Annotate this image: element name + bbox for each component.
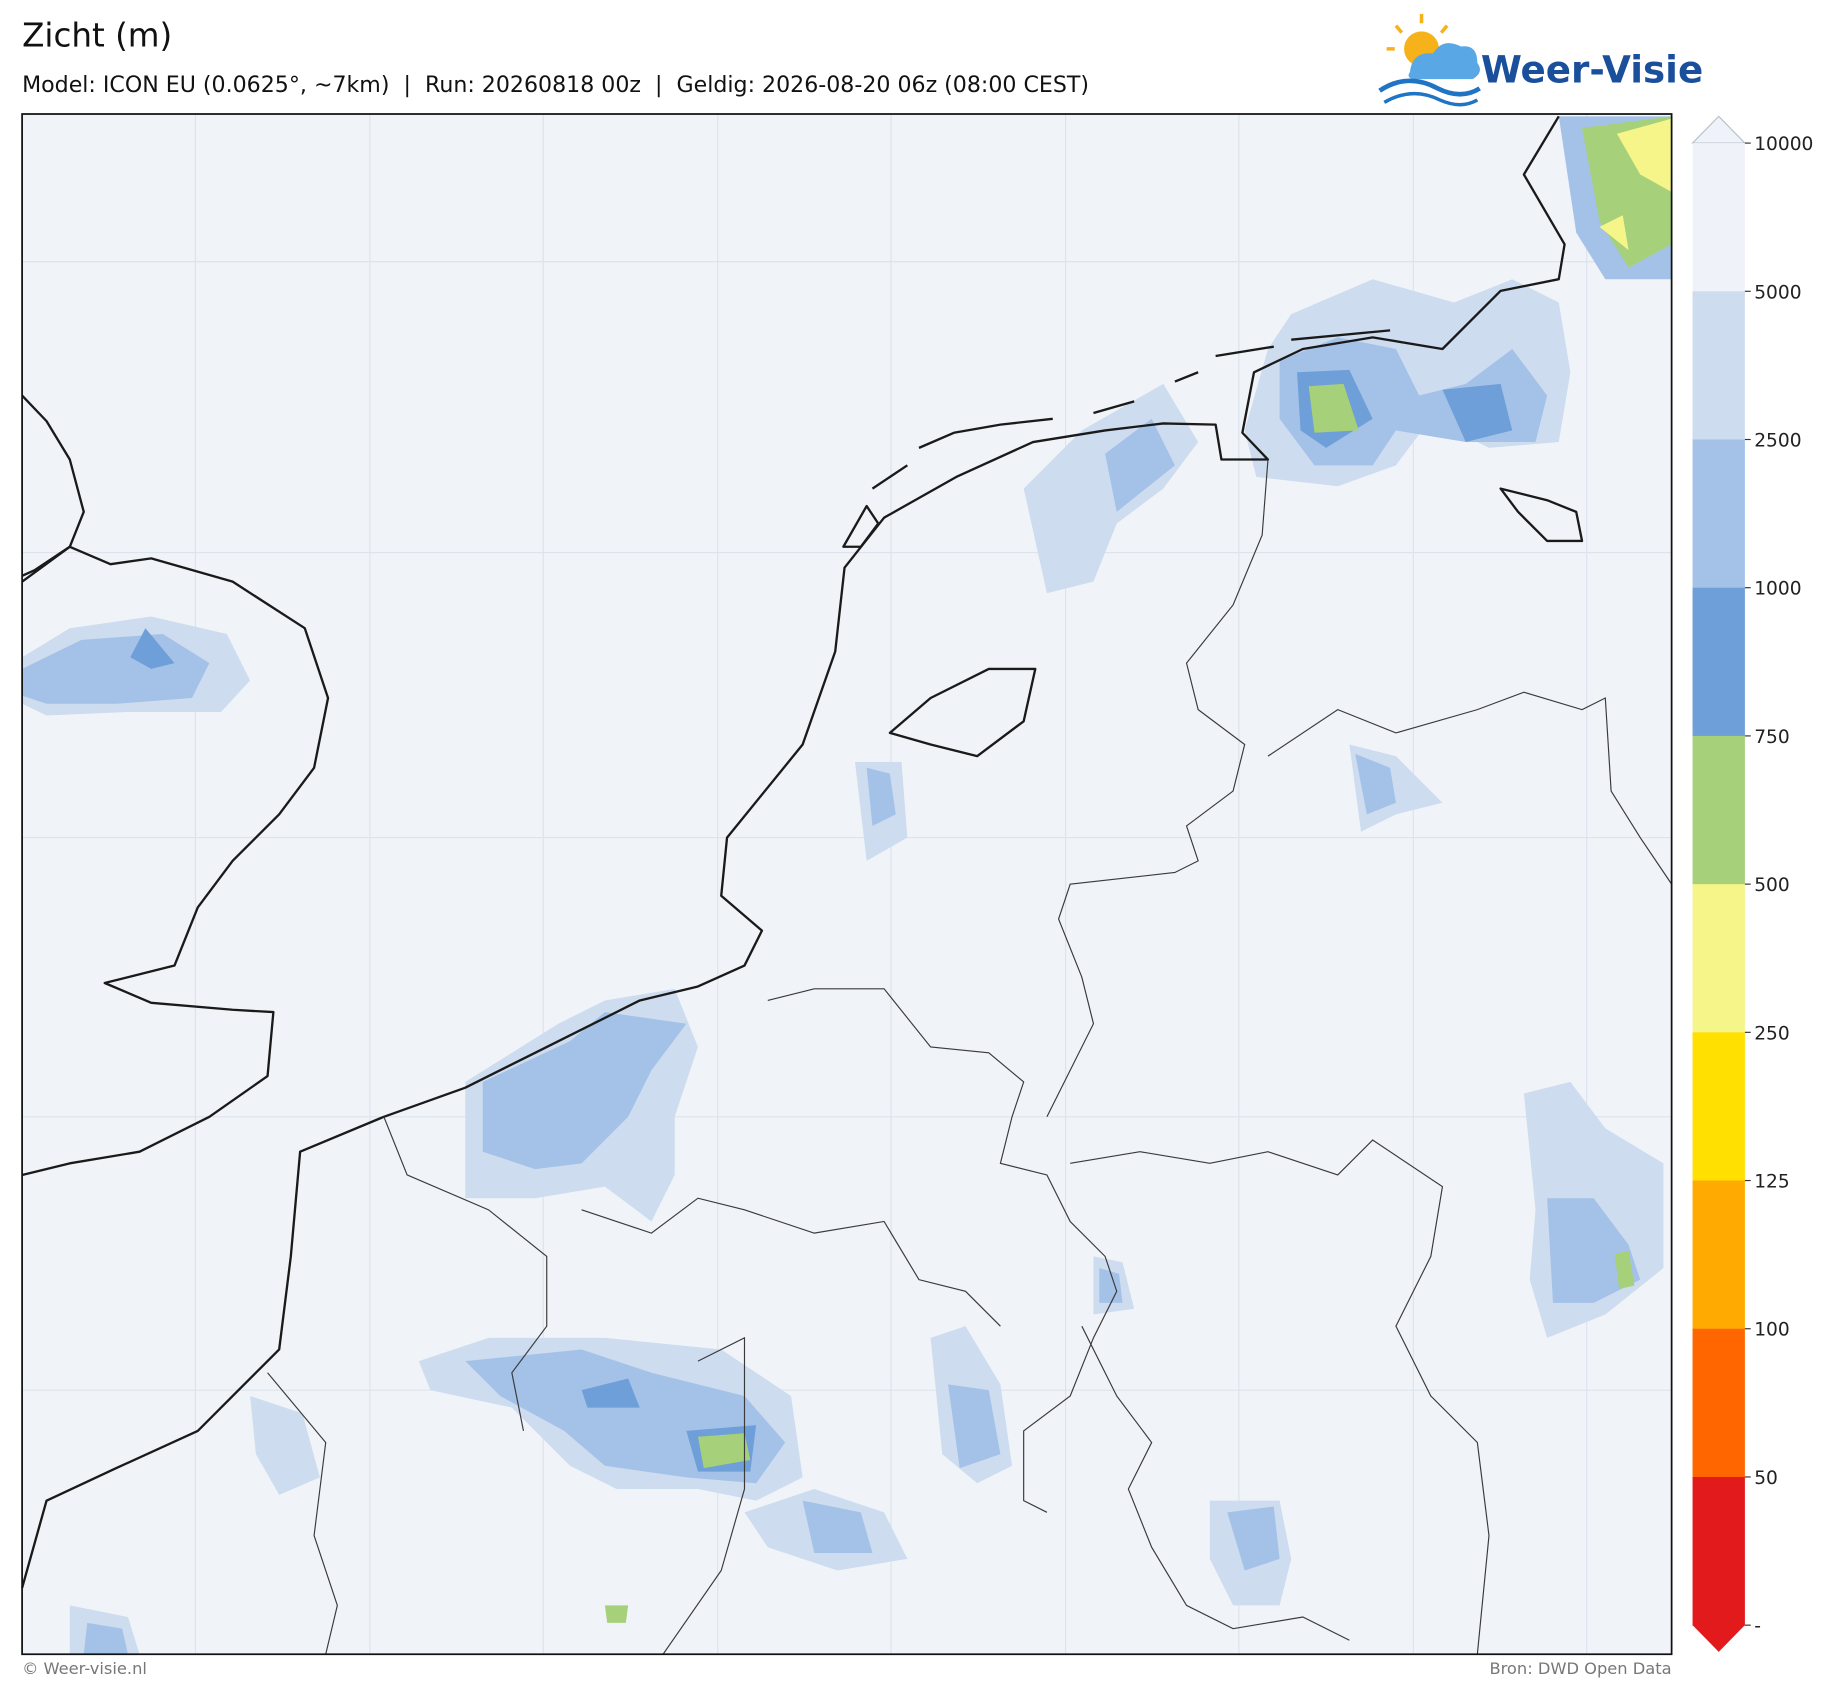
map	[20, 113, 1673, 1656]
colorbar-bin	[1692, 439, 1745, 589]
visibility-fields	[22, 116, 1672, 1655]
colorbar-tick-label: 10000	[1754, 134, 1813, 155]
colorbar-bin	[1692, 1180, 1745, 1330]
colorbar-tick-label: 1000	[1754, 579, 1801, 600]
colorbar-bin	[1692, 1328, 1745, 1478]
subtitle: Model: ICON EU (0.0625°, ~7km) | Run: 20…	[22, 72, 1089, 98]
colorbar-bin	[1692, 884, 1745, 1033]
colorbar-bin	[1692, 291, 1745, 441]
colorbar-bin	[1692, 1476, 1745, 1626]
footer-source: Bron: DWD Open Data	[1489, 1659, 1671, 1678]
title: Zicht (m)	[22, 17, 172, 55]
colorbar-bin	[1692, 735, 1745, 885]
logo-text: Weer-Visie	[1481, 48, 1703, 92]
map-frame	[21, 113, 1673, 1656]
colorbar-tick-label: 50	[1754, 1468, 1778, 1489]
colorbar-bin	[1692, 587, 1745, 737]
colorbar-tick-label: 750	[1754, 727, 1790, 748]
colorbar-tick-label: 250	[1754, 1023, 1790, 1044]
colorbar-extension-top	[1691, 115, 1747, 144]
colorbar-tick-label: 125	[1754, 1172, 1790, 1193]
colorbar-bin	[1692, 1032, 1745, 1182]
logo-wave	[1378, 78, 1481, 97]
borders	[267, 459, 1673, 1655]
logo-wave	[1383, 91, 1479, 107]
footer-credit: © Weer-visie.nl	[22, 1659, 147, 1678]
colorbar: 10000 5000 2500 1000 750 500 250 125 100 50 -	[1691, 115, 1813, 1652]
colorbar-tick-label: 5000	[1754, 282, 1801, 303]
logo: Weer-Visie	[1378, 13, 1703, 107]
colorbar-tick-label: -	[1754, 1616, 1761, 1637]
colorbar-tick-label: 500	[1754, 875, 1790, 896]
logo-cloud	[1408, 43, 1480, 80]
colorbar-tick-label: 100	[1754, 1320, 1790, 1341]
logo-rays	[1386, 13, 1449, 51]
coastlines	[20, 115, 1584, 1589]
colorbar-bin	[1692, 143, 1745, 292]
colorbar-extension-bottom	[1692, 1625, 1745, 1652]
colorbar-tick-label: 2500	[1754, 430, 1801, 451]
